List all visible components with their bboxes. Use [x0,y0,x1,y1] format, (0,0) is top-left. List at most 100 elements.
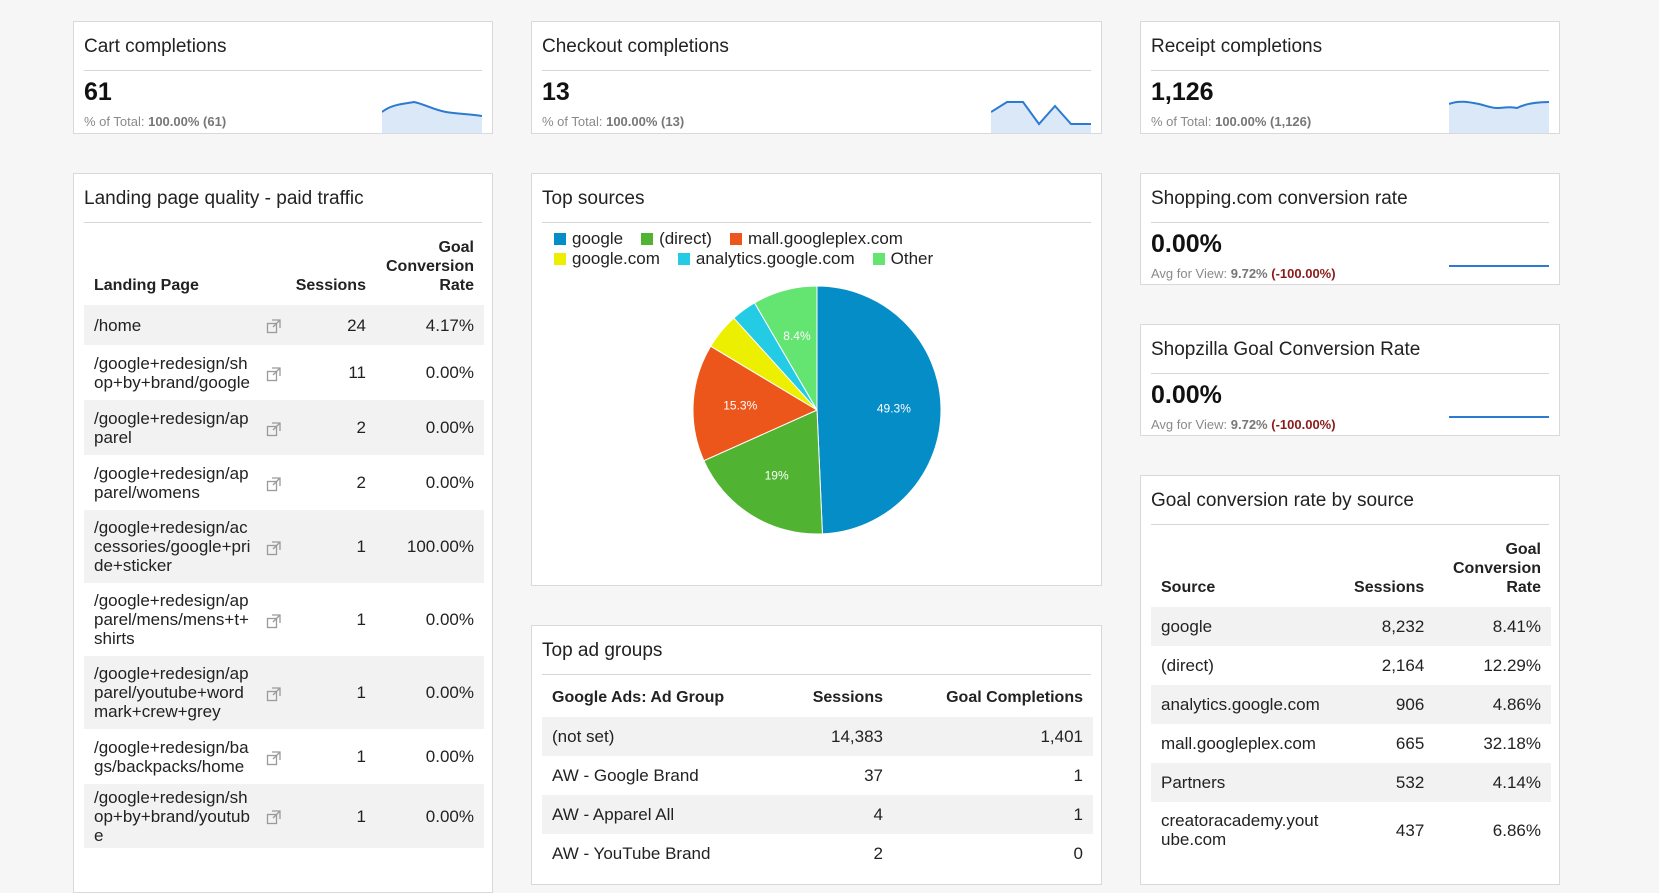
legend-item[interactable]: (direct) [641,229,712,249]
pie-slice-direct[interactable] [703,409,823,535]
legend-item[interactable]: mall.googleplex.com [729,229,903,249]
column-header-goal-conversion-rate[interactable]: Goal Conversion Rate [385,239,474,294]
card-title: Receipt completions [1151,22,1549,71]
source-cell[interactable]: (direct) [1151,646,1330,685]
landing-page-cell[interactable]: /google+redesign/ap parel [84,400,263,455]
open-external-icon[interactable] [266,476,282,492]
table-row[interactable]: mall.googleplex.com 665 32.18% [1151,724,1551,763]
cell-text-line: parel [94,427,132,447]
landing-page-cell[interactable]: /google+redesign/sh op+by+brand/youtub e [84,784,263,848]
sessions-cell: 24 [285,305,376,345]
table-row[interactable]: /google+redesign/ap parel 2 0.00% [84,400,484,455]
source-cell[interactable]: mall.googleplex.com [1151,724,1330,763]
table-row[interactable]: /google+redesign/ap parel/womens 2 0.00% [84,455,484,510]
card-title: Shopzilla Goal Conversion Rate [1151,325,1549,374]
source-cell[interactable]: analytics.google.com [1151,685,1330,724]
landing-page-cell[interactable]: /google+redesign/ap parel/mens/mens+t+ shi… [84,583,262,656]
table-row[interactable]: (direct) 2,164 12.29% [1151,646,1551,685]
rate-cell: 32.18% [1483,734,1541,753]
open-external-icon[interactable] [266,750,282,766]
cell-text-line: shirts [94,629,135,648]
landing-page-cell[interactable]: /google+redesign/ac cessories/google+pri d… [84,510,263,583]
table-row[interactable]: /google+redesign/ap parel/youtube+word mar… [84,656,484,729]
card-title: Landing page quality - paid traffic [84,174,482,223]
legend-item[interactable]: Other [872,249,933,269]
metric-subtext: % of Total: 100.00% (1,126) [1151,114,1312,129]
landing-page-cell[interactable]: /home [84,305,263,345]
open-external-icon[interactable] [266,809,282,825]
open-external-icon[interactable] [266,421,282,437]
table-row[interactable]: /google+redesign/ap parel/mens/mens+t+ shi… [84,583,484,656]
table-row[interactable]: /google+redesign/sh op+by+brand/google 11 0… [84,345,484,400]
source-cell[interactable]: creatoracademy.yout ube.com [1151,802,1330,858]
column-header-source[interactable]: Source [1161,579,1216,596]
external-link-cell[interactable] [262,345,286,400]
table-row[interactable]: AW - Google Brand 37 1 [542,756,1093,795]
external-link-cell[interactable] [262,400,286,455]
cell-text-line: cessories/google+pri [94,537,251,556]
landing-page-cell[interactable]: /google+redesign/ap parel/womens [84,455,262,510]
legend-swatch [677,253,690,265]
column-header-sessions[interactable]: Sessions [812,689,883,706]
table-row[interactable]: analytics.google.com 906 4.86% [1151,685,1551,724]
legend-swatch [554,253,566,265]
legend-swatch [554,233,566,245]
table-row[interactable]: AW - Apparel All 4 1 [542,795,1093,834]
open-external-icon[interactable] [266,686,282,702]
table-row[interactable]: /google+redesign/ba gs/backpacks/home 1 0.0… [84,729,484,784]
external-link-cell[interactable] [262,583,286,656]
table-row[interactable]: (not set) 14,383 1,401 [542,717,1093,756]
open-external-icon[interactable] [266,318,282,334]
column-header-goal-conversion-rate[interactable]: Goal Conversion Rate [1452,541,1541,596]
table-row[interactable]: /google+redesign/ac cessories/google+pri d… [84,510,484,583]
sessions-cell: 4 [763,795,893,834]
metric-subtext: % of Total: 100.00% (61) [84,114,227,129]
legend-item[interactable]: google.com [554,249,660,269]
external-link-cell[interactable] [262,305,286,345]
source-cell[interactable]: google [1151,607,1330,646]
open-external-icon[interactable] [266,613,282,629]
metric-subtext: Avg for View: 9.72% (-100.00%) [1151,266,1336,281]
sessions-cell: 2,164 [1381,656,1425,675]
external-link-cell[interactable] [262,510,286,583]
legend-label: analytics.google.com [695,249,855,268]
source-cell[interactable]: Partners [1151,763,1330,802]
landing-page-cell[interactable]: /google+redesign/ba gs/backpacks/home [84,729,262,784]
table-row[interactable]: google 8,232 8.41% [1151,607,1551,646]
table-row[interactable]: /home 24 4.17% [84,305,484,345]
external-link-cell[interactable] [262,784,286,848]
rate-cell: 6.86% [1492,820,1541,840]
checkout-completions-card: Checkout completions 13 % of Total: 100.… [531,21,1102,134]
external-link-cell[interactable] [262,656,286,729]
metric-value: 13 [542,78,570,106]
sessions-cell: 532 [1329,763,1435,802]
column-header-sessions[interactable]: Sessions [295,277,366,294]
column-header-sessions[interactable]: Sessions [1354,579,1425,596]
table-row[interactable]: /google+redesign/sh op+by+brand/youtub e 1 0… [84,784,484,848]
table-row[interactable]: AW - YouTube Brand 2 0 [542,834,1093,873]
pie-slice-other[interactable] [753,285,818,412]
card-title: Top sources [542,174,1091,223]
open-external-icon[interactable] [266,366,282,382]
cell-text-line: /home [94,315,142,335]
landing-page-cell[interactable]: /google+redesign/sh op+by+brand/google [84,345,262,400]
open-external-icon[interactable] [266,540,282,556]
column-header-landing-page[interactable]: Landing Page [94,277,199,294]
rate-cell: 0.00% [425,610,474,629]
sessions-cell: 437 [1395,820,1425,840]
rate-cell: 4.17% [375,305,484,345]
external-link-cell[interactable] [262,729,286,784]
sparkline [1449,265,1549,267]
table-row[interactable]: creatoracademy.yout ube.com 437 6.86% [1151,802,1551,858]
cart-completions-card: Cart completions 61 % of Total: 100.00% … [73,21,493,134]
table-row[interactable]: Partners 532 4.14% [1151,763,1551,802]
column-header-goal-completions[interactable]: Goal Completions [946,689,1083,706]
pie-slice-mall-googleplex-com[interactable] [692,345,819,462]
cell-text-line: op+by+brand/google [94,372,250,392]
external-link-cell[interactable] [262,455,286,510]
column-header-ad-group[interactable]: Google Ads: Ad Group [552,689,725,706]
legend-item[interactable]: google [554,229,623,249]
pie-slice-google[interactable] [816,285,942,535]
landing-page-cell[interactable]: /google+redesign/ap parel/youtube+word mar… [84,656,263,729]
legend-item[interactable]: analytics.google.com [677,249,855,269]
